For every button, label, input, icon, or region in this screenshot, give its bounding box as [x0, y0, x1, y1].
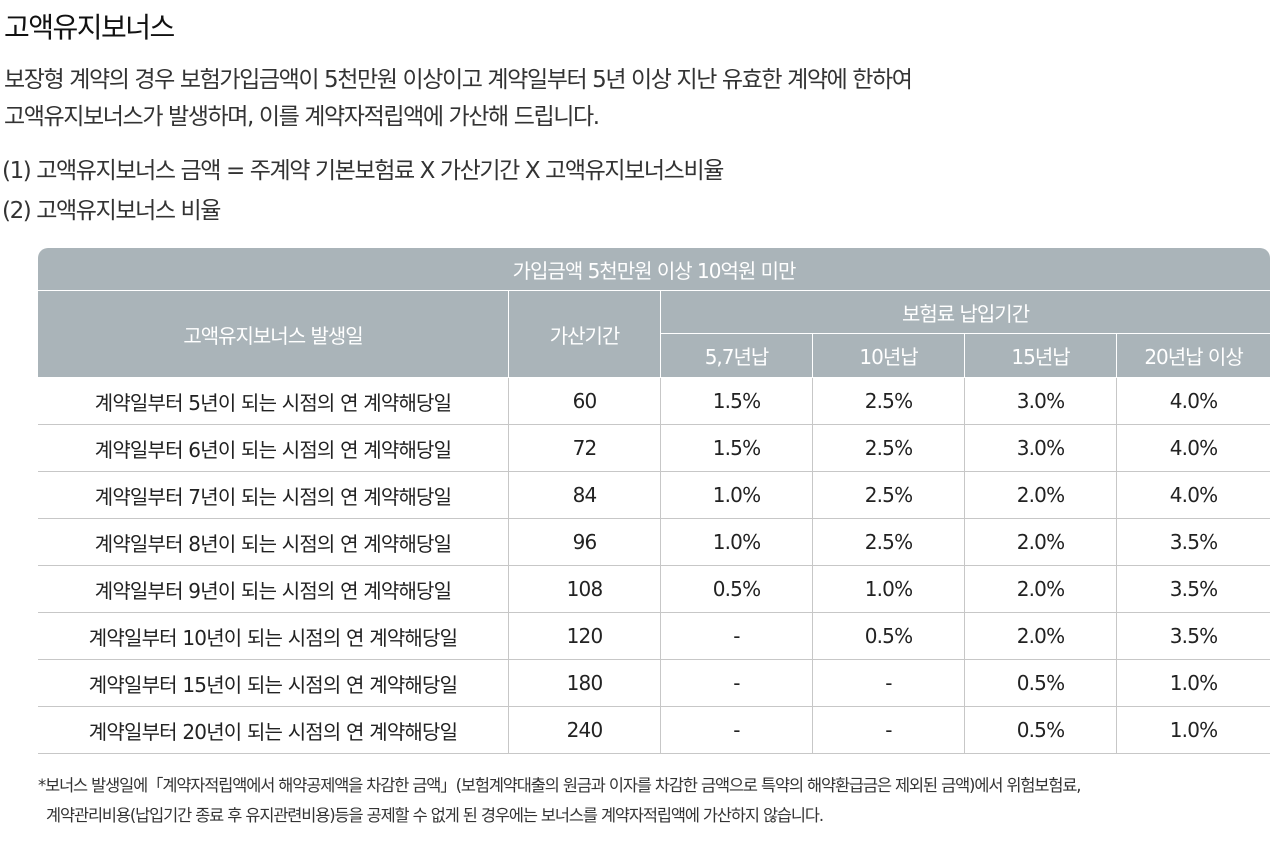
cell-rate: 2.0%: [965, 519, 1117, 566]
header-sub-5-7-years: 5,7년납: [661, 334, 813, 378]
cell-rate: 1.5%: [661, 425, 813, 472]
cell-rate: 1.0%: [661, 472, 813, 519]
intro-line: 보장형 계약의 경우 보험가입금액이 5천만원 이상이고 계약일부터 5년 이상…: [4, 67, 913, 93]
formula-section: (1) 고액유지보너스 금액 = 주계약 기본보험료 X 가산기간 X 고액유지…: [2, 151, 1202, 231]
cell-rate: 4.0%: [1117, 425, 1271, 472]
cell-rate: 1.5%: [661, 378, 813, 425]
cell-rate: -: [661, 660, 813, 707]
cell-rate: 4.0%: [1117, 378, 1271, 425]
table-row: 계약일부터 20년이 되는 시점의 연 계약해당일 240 - - 0.5% 1…: [38, 707, 1271, 754]
cell-rate: 2.0%: [965, 472, 1117, 519]
cell-rate: 3.5%: [1117, 613, 1271, 660]
header-sub-10-years: 10년납: [813, 334, 965, 378]
header-payment-period: 보험료 납입기간: [661, 291, 1271, 334]
cell-rate: 1.0%: [813, 566, 965, 613]
footnote: *보너스 발생일에「계약자적립액에서 해약공제액을 차감한 금액」(보험계약대출…: [38, 771, 1274, 831]
header-occurrence-date: 고액유지보너스 발생일: [38, 291, 509, 378]
cell-rate: 3.0%: [965, 378, 1117, 425]
cell-period: 180: [509, 660, 661, 707]
cell-rate: 1.0%: [661, 519, 813, 566]
cell-rate: -: [813, 707, 965, 754]
cell-rate: 1.0%: [1117, 707, 1271, 754]
table-row: 계약일부터 8년이 되는 시점의 연 계약해당일 96 1.0% 2.5% 2.…: [38, 519, 1271, 566]
cell-rate: -: [661, 707, 813, 754]
cell-period: 120: [509, 613, 661, 660]
intro-paragraph: 보장형 계약의 경우 보험가입금액이 5천만원 이상이고 계약일부터 5년 이상…: [4, 62, 1184, 136]
formula-amount: (1) 고액유지보너스 금액 = 주계약 기본보험료 X 가산기간 X 고액유지…: [2, 158, 724, 184]
cell-period: 72: [509, 425, 661, 472]
table-row: 계약일부터 10년이 되는 시점의 연 계약해당일 120 - 0.5% 2.0…: [38, 613, 1271, 660]
cell-rate: 3.5%: [1117, 519, 1271, 566]
cell-rate: 3.0%: [965, 425, 1117, 472]
cell-period: 84: [509, 472, 661, 519]
table-row: 계약일부터 5년이 되는 시점의 연 계약해당일 60 1.5% 2.5% 3.…: [38, 378, 1271, 425]
table-row: 계약일부터 6년이 되는 시점의 연 계약해당일 72 1.5% 2.5% 3.…: [38, 425, 1271, 472]
bonus-rate-table: 가입금액 5천만원 이상 10억원 미만 고액유지보너스 발생일 가산기간 보험…: [38, 248, 1271, 754]
intro-line: 고액유지보너스가 발생하며, 이를 계약자적립액에 가산해 드립니다.: [4, 104, 600, 130]
cell-date: 계약일부터 8년이 되는 시점의 연 계약해당일: [38, 519, 509, 566]
cell-period: 240: [509, 707, 661, 754]
header-sub-15-years: 15년납: [965, 334, 1117, 378]
cell-rate: 1.0%: [1117, 660, 1271, 707]
header-addition-period: 가산기간: [509, 291, 661, 378]
cell-rate: 0.5%: [661, 566, 813, 613]
table-caption: 가입금액 5천만원 이상 10억원 미만: [38, 248, 1271, 291]
cell-rate: 3.5%: [1117, 566, 1271, 613]
cell-date: 계약일부터 7년이 되는 시점의 연 계약해당일: [38, 472, 509, 519]
table-row: 계약일부터 9년이 되는 시점의 연 계약해당일 108 0.5% 1.0% 2…: [38, 566, 1271, 613]
table-row: 계약일부터 15년이 되는 시점의 연 계약해당일 180 - - 0.5% 1…: [38, 660, 1271, 707]
cell-date: 계약일부터 5년이 되는 시점의 연 계약해당일: [38, 378, 509, 425]
cell-date: 계약일부터 20년이 되는 시점의 연 계약해당일: [38, 707, 509, 754]
cell-rate: 2.0%: [965, 566, 1117, 613]
formula-rate-heading: (2) 고액유지보너스 비율: [2, 198, 221, 224]
cell-rate: -: [813, 660, 965, 707]
cell-period: 108: [509, 566, 661, 613]
cell-rate: 2.5%: [813, 425, 965, 472]
cell-period: 96: [509, 519, 661, 566]
cell-rate: 2.5%: [813, 519, 965, 566]
page-title: 고액유지보너스: [4, 11, 175, 44]
table-row: 계약일부터 7년이 되는 시점의 연 계약해당일 84 1.0% 2.5% 2.…: [38, 472, 1271, 519]
cell-rate: 2.5%: [813, 472, 965, 519]
footnote-line: 계약관리비용(납입기간 종료 후 유지관련비용)등을 공제할 수 없게 된 경우…: [46, 806, 824, 825]
cell-date: 계약일부터 15년이 되는 시점의 연 계약해당일: [38, 660, 509, 707]
cell-rate: -: [661, 613, 813, 660]
cell-date: 계약일부터 9년이 되는 시점의 연 계약해당일: [38, 566, 509, 613]
bonus-rate-table-container: 가입금액 5천만원 이상 10억원 미만 고액유지보너스 발생일 가산기간 보험…: [38, 248, 1271, 754]
cell-period: 60: [509, 378, 661, 425]
cell-date: 계약일부터 10년이 되는 시점의 연 계약해당일: [38, 613, 509, 660]
cell-rate: 4.0%: [1117, 472, 1271, 519]
footnote-line: *보너스 발생일에「계약자적립액에서 해약공제액을 차감한 금액」(보험계약대출…: [38, 776, 1082, 795]
cell-rate: 0.5%: [813, 613, 965, 660]
cell-rate: 0.5%: [965, 707, 1117, 754]
cell-rate: 0.5%: [965, 660, 1117, 707]
cell-rate: 2.0%: [965, 613, 1117, 660]
header-sub-20-years-plus: 20년납 이상: [1117, 334, 1271, 378]
cell-rate: 2.5%: [813, 378, 965, 425]
cell-date: 계약일부터 6년이 되는 시점의 연 계약해당일: [38, 425, 509, 472]
